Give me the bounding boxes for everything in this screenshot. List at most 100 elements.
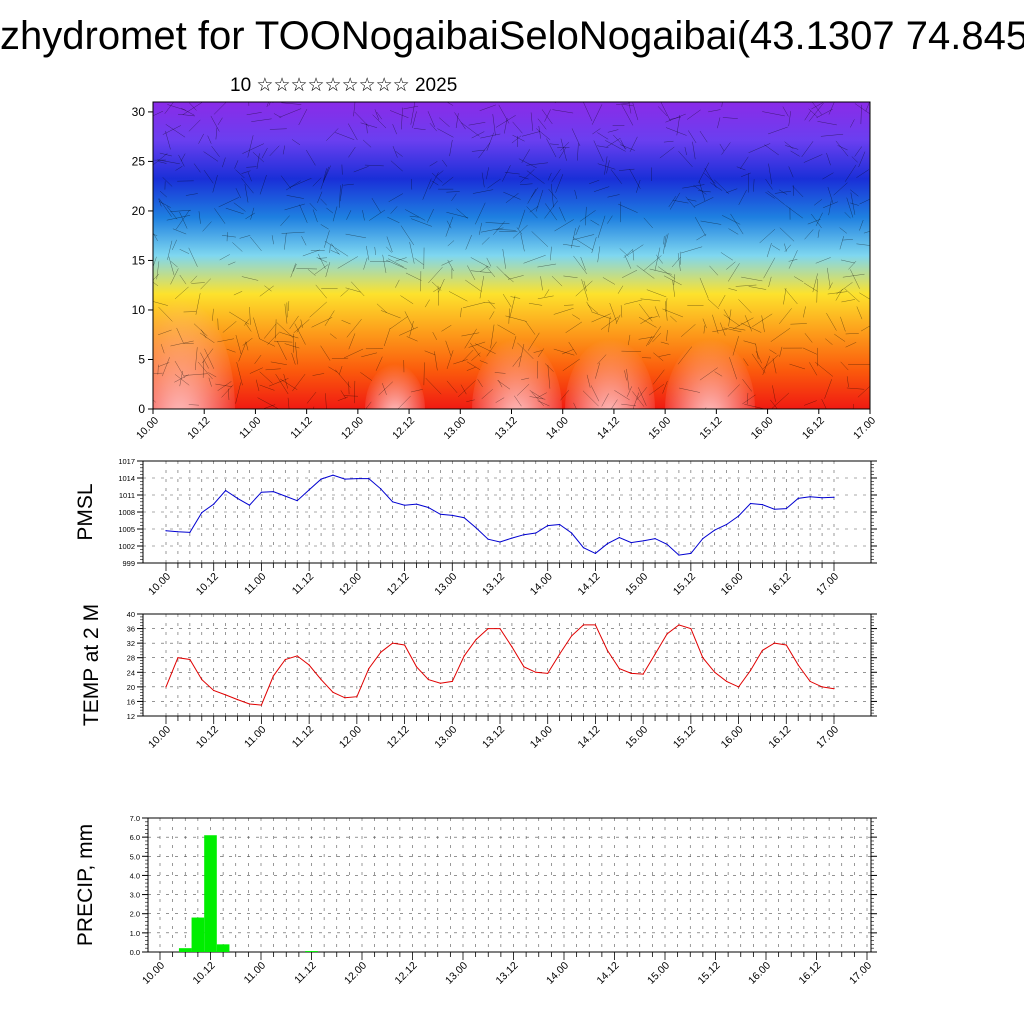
wind-barb [213,102,227,115]
wind-barb [621,104,634,126]
wind-barb [840,259,855,264]
wind-barb [698,190,711,193]
wind-barb [842,239,853,241]
wind-barb [503,191,521,200]
wind-barb [412,111,417,128]
wind-barb [382,254,387,273]
wind-barb [607,194,620,198]
wind-barb [281,231,305,234]
wind-barb [593,186,610,192]
wind-barb [158,161,167,164]
wind-barb [687,199,697,202]
wind-barb [646,336,653,347]
wind-barb [740,172,751,177]
wind-barb [729,327,746,331]
page-subtitle: 10 ☆☆☆☆☆☆☆☆☆ 2025 [230,75,458,96]
pmsl-panel: 999 1002 1005 1008 1011 1014 1017 10.00 10.12 11.… [74,457,877,598]
wind-barb [779,227,795,242]
wind-barb [254,354,262,365]
wind-barb [340,289,349,297]
wind-barb [447,240,455,247]
temp-data-point [833,688,835,690]
wind-barb [410,389,423,393]
pmsl-ytick-label: 1005 [118,525,135,534]
wind-barb [185,193,198,196]
wind-barb [638,316,657,328]
wind-barb [755,351,762,364]
wind-barb [710,182,723,191]
wind-barb [481,237,490,245]
wind-barb [442,159,448,167]
precip-ytick-label: 5.0 [130,852,140,861]
temp-ytick-label: 40 [127,610,135,619]
wind-barb [183,342,194,344]
wind-barb [153,273,160,281]
wind-barb [720,252,733,261]
wind-barb [699,277,709,299]
wind-barb [296,324,302,333]
wind-barb [276,322,294,338]
wind-barb [249,236,262,252]
wind-barb [461,122,480,137]
wind-barb [289,315,299,330]
wind-barb [502,293,512,308]
wind-barb [520,183,533,185]
wind-barb [495,397,505,403]
pmsl-xtick-label: 14.00 [528,571,555,598]
wind-barb [348,123,358,141]
wind-barb [792,185,804,198]
wind-barb [523,254,546,264]
wind-barb [486,132,494,151]
wind-barb [512,134,525,142]
pmsl-data-point [654,538,656,540]
wind-barb [490,324,495,349]
precip-xtick-label: 17.00 [847,960,874,987]
wind-barb [298,109,308,126]
wind-barb [404,311,414,330]
temp-ylabel: TEMP at 2 M [80,604,103,726]
wind-barb [730,213,744,235]
wind-barb [374,246,376,256]
wind-barb [865,102,870,112]
wind-barb [207,135,212,144]
wind-barb [184,373,208,376]
wind-barb [269,145,280,157]
wind-barb [815,212,823,226]
temp-data-point [403,644,406,646]
pmsl-data-point [415,503,418,505]
wind-barb [324,310,335,326]
wind-barb [572,314,581,320]
wind-barb [673,274,675,286]
wind-barb [309,301,327,318]
temp-xtick-label: 13.12 [480,724,507,751]
wind-barb [669,192,681,210]
wind-barb [251,118,272,122]
wind-barb [451,193,457,201]
wind-barb [410,102,416,125]
wind-barb [728,288,738,291]
wind-barb [431,180,439,186]
wind-barb [536,128,551,141]
wind-barb [371,197,382,213]
wind-barb [458,380,476,398]
wind-barb [851,156,858,163]
wind-barb [850,119,855,128]
heatmap-xtick-label: 14.00 [544,415,571,442]
wind-barb [783,287,787,305]
wind-barb [270,361,287,365]
wind-barb [662,308,684,318]
pmsl-ytick-label: 999 [122,559,135,568]
wind-barb [859,219,864,231]
heatmap-ytick-label: 5 [138,352,145,366]
temp-data-point [761,649,764,652]
wind-barb [521,131,540,137]
temp-data-point [260,704,263,706]
wind-barb [565,321,582,333]
temp-data-point [559,653,561,655]
temp-data-point [785,644,787,646]
wind-barb [772,358,777,374]
wind-barb [199,332,215,344]
pmsl-data-point [523,534,525,536]
wind-barb [222,157,226,168]
wind-barb [252,152,265,163]
